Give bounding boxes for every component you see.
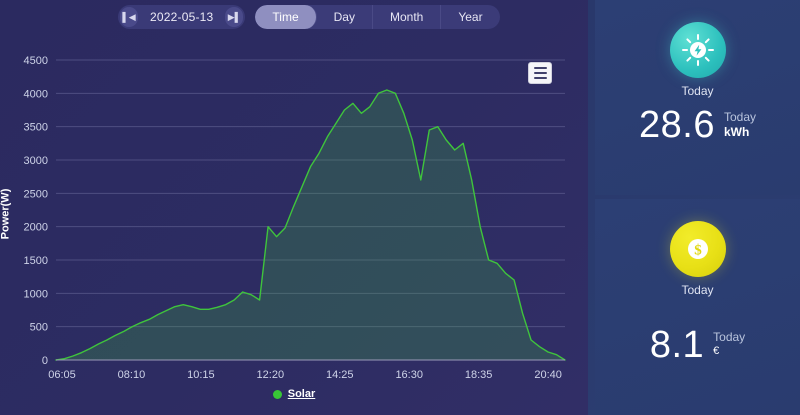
range-segmented-control: Time Day Month Year <box>255 5 500 29</box>
svg-text:06:05: 06:05 <box>48 369 76 380</box>
revenue-value-row: 8.1 Today € <box>595 326 800 364</box>
energy-value-row: 28.6 Today kWh <box>595 106 800 144</box>
svg-text:500: 500 <box>30 322 48 334</box>
solar-line <box>55 89 566 361</box>
chart-legend: Solar <box>0 388 588 400</box>
svg-text:2000: 2000 <box>24 222 48 234</box>
energy-unit-block: Today kWh <box>724 106 756 140</box>
svg-text:14:25: 14:25 <box>326 369 354 380</box>
range-tab-year[interactable]: Year <box>458 10 483 24</box>
revenue-unit-period: Today <box>713 330 746 344</box>
svg-text:4000: 4000 <box>24 88 48 100</box>
svg-text:3000: 3000 <box>24 155 48 167</box>
x-axis-tick-labels: 06:05 08:10 10:15 12:20 14:25 16:30 18:35 20:40 <box>48 369 562 380</box>
solar-power-chart: Power(W) 0 500 1000 1500 2000 2500 3000 3500 400… <box>0 40 588 380</box>
svg-text:16:30: 16:30 <box>395 369 423 380</box>
chart-toolbar: ▌◀ 2022-05-13 ▶▌ Time Day Month Year <box>118 5 500 29</box>
step-forward-icon[interactable]: ▶▌ <box>225 7 244 27</box>
chart-gridlines <box>56 59 565 361</box>
svg-text:0: 0 <box>42 355 48 367</box>
y-axis-tick-labels: 0 500 1000 1500 2000 2500 3000 3500 4000 4500 <box>24 55 48 367</box>
energy-value: 28.6 <box>639 104 715 146</box>
step-backward-icon[interactable]: ▌◀ <box>120 7 138 27</box>
svg-text:1000: 1000 <box>24 288 48 300</box>
svg-text:$: $ <box>694 243 702 259</box>
revenue-unit-block: Today € <box>713 326 745 359</box>
chart-canvas: 0 500 1000 1500 2000 2500 3000 3500 4000 4500 06:… <box>24 55 566 380</box>
summary-side-panel: Today 28.6 Today kWh $ Today 8.1 Tod <box>588 0 800 415</box>
energy-today-card: Today 28.6 Today kWh <box>595 0 800 195</box>
svg-text:12:20: 12:20 <box>257 369 285 380</box>
range-tab-day[interactable]: Day <box>317 5 373 29</box>
date-navigator: ▌◀ 2022-05-13 ▶▌ <box>118 5 246 29</box>
solar-sun-icon <box>669 22 726 78</box>
svg-text:20:40: 20:40 <box>534 369 562 380</box>
energy-unit-label: kWh <box>723 125 750 139</box>
legend-series-label[interactable]: Solar <box>287 388 316 400</box>
y-axis-title: Power(W) <box>0 188 12 240</box>
legend-color-dot <box>272 389 282 399</box>
svg-text:3500: 3500 <box>24 122 48 134</box>
chart-panel: ▌◀ 2022-05-13 ▶▌ Time Day Month Year Pow… <box>0 5 588 400</box>
svg-text:10:15: 10:15 <box>187 369 215 380</box>
revenue-card-caption: Today <box>681 283 714 297</box>
revenue-value: 8.1 <box>649 324 705 366</box>
energy-unit-period: Today <box>723 110 756 124</box>
revenue-today-card: $ Today 8.1 Today € <box>595 199 800 415</box>
svg-text:1500: 1500 <box>24 255 48 267</box>
hamburger-menu-icon[interactable] <box>528 62 552 84</box>
revenue-unit-label: € <box>713 345 720 357</box>
range-tab-month[interactable]: Month <box>373 5 442 29</box>
range-tab-time[interactable]: Time <box>255 5 317 29</box>
svg-text:08:10: 08:10 <box>118 369 146 380</box>
energy-card-caption: Today <box>681 84 714 98</box>
date-value[interactable]: 2022-05-13 <box>150 10 214 24</box>
svg-text:2500: 2500 <box>24 188 48 200</box>
coin-dollar-icon: $ <box>669 221 726 277</box>
solar-area-fill <box>56 90 565 360</box>
svg-text:4500: 4500 <box>24 55 48 67</box>
svg-text:18:35: 18:35 <box>465 369 493 380</box>
